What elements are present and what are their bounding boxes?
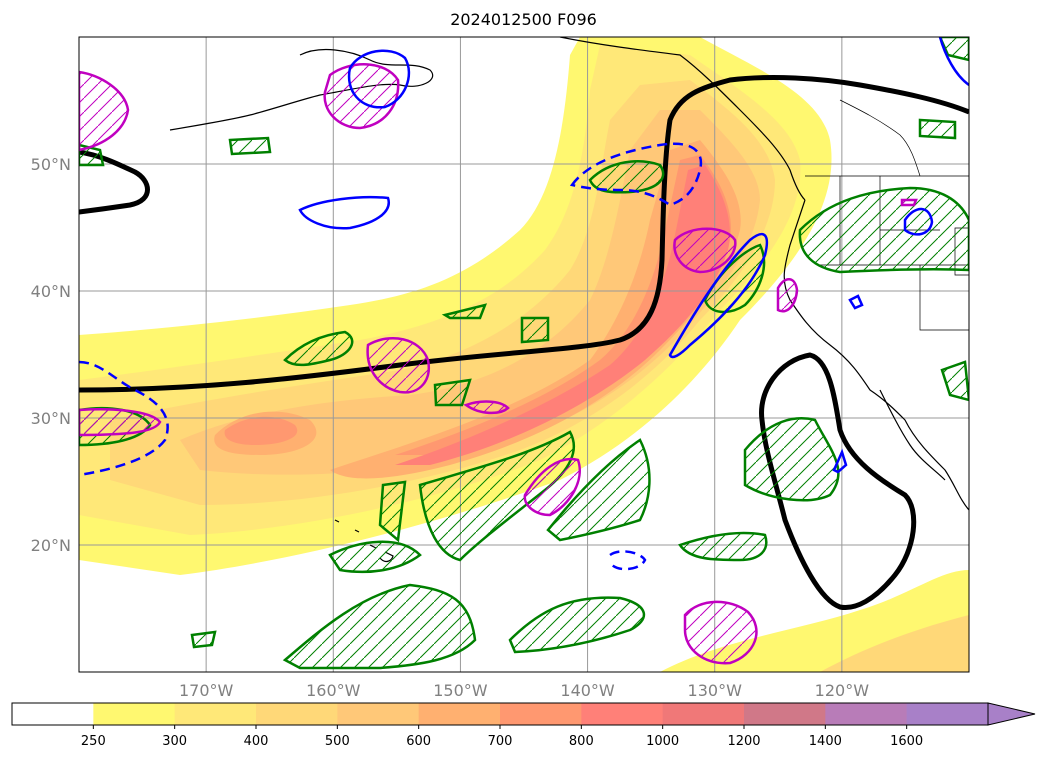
colorbar-segment — [174, 703, 257, 725]
lon-tick-label: 140°W — [560, 681, 615, 700]
colorbar-level-label: 300 — [162, 734, 187, 749]
colorbar-segment — [906, 703, 989, 725]
blue-contour-northeast-pacific — [668, 232, 769, 359]
blue-dashed-west-pacific — [79, 360, 169, 477]
colorbar-level-label: 800 — [569, 734, 594, 749]
colorbar-level-label: 1000 — [646, 734, 679, 749]
blue-contour-nevada — [903, 207, 934, 236]
green-region-11 — [508, 596, 646, 654]
blue-contour-alaska — [347, 49, 411, 109]
black-contour-loop — [759, 352, 917, 611]
lat-tick-label: 20°N — [31, 536, 71, 555]
green-region-20 — [190, 630, 217, 649]
green-region-21 — [938, 37, 969, 62]
green-region-1 — [228, 136, 272, 156]
coastlines — [169, 37, 969, 563]
green-region-10 — [282, 583, 477, 670]
colorbar-segment — [418, 703, 501, 725]
lon-tick-label: 130°W — [688, 681, 743, 700]
green-region-4 — [520, 316, 550, 344]
alaska-panhandle-coast — [559, 37, 806, 201]
green-region-8 — [546, 438, 651, 542]
magenta-region-2 — [323, 63, 400, 130]
green-region-9 — [328, 540, 422, 574]
magenta-region-9 — [683, 600, 758, 665]
green-region-15 — [798, 186, 969, 274]
magenta-region-10 — [900, 198, 918, 207]
colorbar-level-label: 250 — [81, 734, 106, 749]
green-hatched-contours — [79, 37, 969, 670]
blue-contour-northeast-corner — [938, 37, 969, 87]
colorbar-level-label: 600 — [406, 734, 431, 749]
magenta-region-7 — [673, 227, 737, 274]
green-region-3 — [441, 303, 488, 320]
north-america-west-coast — [783, 199, 969, 511]
lon-tick-label: 120°W — [815, 681, 870, 700]
longitude-tick-labels: 170°W 160°W 150°W 140°W 130°W 120°W — [179, 681, 869, 700]
colorbar-level-label: 1200 — [727, 734, 760, 749]
colorbar-extend-arrow — [987, 702, 1036, 726]
lon-tick-label: 150°W — [433, 681, 488, 700]
magenta-region-8 — [776, 278, 799, 313]
blue-dashed-gulf-of-alaska — [569, 142, 703, 207]
black-contour-main — [79, 75, 969, 393]
green-region-18 — [940, 360, 969, 402]
map-frame — [78, 36, 970, 673]
lat-tick-label: 40°N — [31, 282, 71, 301]
blue-contour-midpacific — [298, 195, 390, 230]
colorbar-segment — [744, 703, 826, 725]
colorbar-segment — [825, 703, 908, 725]
green-region-6 — [378, 480, 407, 543]
green-region-13 — [588, 160, 665, 194]
colorbar-level-label: 500 — [325, 734, 350, 749]
hawaii-islands — [334, 519, 394, 563]
colorbar-level-label: 700 — [488, 734, 513, 749]
magenta-hatched-contours — [79, 63, 918, 665]
map-title: 2024012500 F096 — [450, 10, 597, 29]
green-region-17 — [918, 118, 957, 140]
green-region-12 — [678, 531, 768, 562]
colorbar-level-label: 1600 — [890, 734, 923, 749]
colorbar-level-label: 1400 — [809, 734, 842, 749]
magenta-region-5 — [79, 408, 162, 437]
colorbar-segment — [93, 703, 176, 725]
lat-tick-label: 30°N — [31, 409, 71, 428]
lon-tick-label: 160°W — [306, 681, 361, 700]
green-region-22 — [79, 143, 105, 167]
blue-contours — [298, 37, 969, 474]
colorbar-segment — [662, 703, 745, 725]
ivt-band-south-inner — [820, 615, 969, 672]
blue-contour-baja — [832, 448, 848, 474]
colorbar-segment — [12, 703, 94, 725]
ivt-band-800 — [395, 165, 730, 465]
green-region-2 — [283, 330, 354, 367]
baja-california-coast — [879, 389, 946, 481]
blue-contour-arizona — [848, 294, 864, 310]
magenta-region-3 — [366, 336, 431, 394]
overlay-contours — [79, 37, 969, 670]
magenta-region-6 — [523, 457, 581, 517]
latitude-tick-labels: 20°N 30°N 40°N 50°N — [31, 155, 71, 555]
magenta-region-4 — [463, 400, 510, 415]
lat-tick-label: 50°N — [31, 155, 71, 174]
alaska-canada-border — [839, 99, 921, 177]
colorbar: 250 300 400 500 600 700 800 1000 1200 1400 1600 — [11, 702, 1036, 749]
magenta-region-1 — [79, 70, 130, 152]
colorbar-segment — [500, 703, 582, 725]
lon-tick-label: 170°W — [179, 681, 234, 700]
colorbar-level-label: 400 — [244, 734, 269, 749]
black-contour-northwest — [79, 149, 150, 215]
colorbar-segment — [581, 703, 664, 725]
blue-dashed-contours — [79, 142, 703, 571]
blue-dashed-small — [609, 550, 647, 571]
green-region-5 — [433, 378, 472, 407]
colorbar-segment — [256, 703, 338, 725]
colorbar-segment — [337, 703, 420, 725]
